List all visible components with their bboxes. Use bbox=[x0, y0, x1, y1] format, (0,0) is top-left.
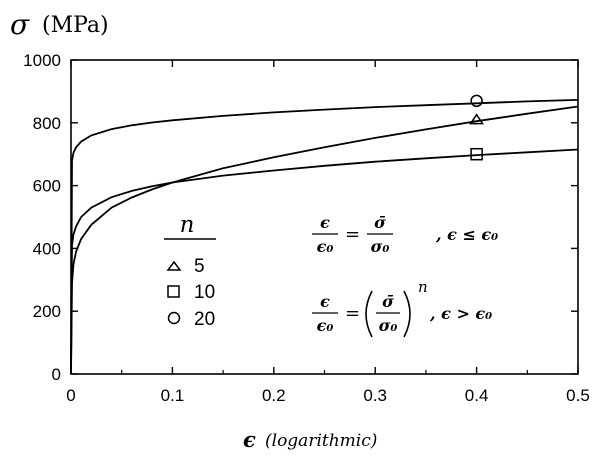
eq1-rhs-denominator: σ₀ bbox=[371, 237, 390, 256]
y-axis-unit: (MPa) bbox=[42, 13, 109, 38]
eq2-rhs-numerator: σ̄ bbox=[382, 292, 394, 311]
y-tick-label: 200 bbox=[33, 302, 61, 321]
axis-ticks: 0 0.1 0.2 0.3 0.4 0.5 0 200 400 600 800 1000 bbox=[23, 51, 590, 405]
y-axis-symbol: σ bbox=[10, 8, 30, 41]
legend-label-10: 10 bbox=[194, 282, 215, 303]
x-tick-label: 0 bbox=[66, 386, 75, 405]
eq1-equals: = bbox=[345, 224, 360, 245]
y-tick-label: 1000 bbox=[23, 51, 61, 70]
legend-label-20: 20 bbox=[194, 309, 215, 330]
equation-linear: ϵ ϵ₀ = σ̄ σ₀ , ϵ ≤ ϵ₀ bbox=[312, 213, 498, 256]
x-tick-label: 0.3 bbox=[363, 386, 387, 405]
y-tick-label: 800 bbox=[33, 114, 61, 133]
curves bbox=[70, 99, 579, 375]
legend-square-icon bbox=[167, 285, 180, 298]
eq1-numerator: ϵ bbox=[320, 213, 330, 232]
eq2-right-paren bbox=[403, 290, 411, 338]
legend: n 5 10 20 bbox=[164, 212, 216, 330]
curve-square bbox=[70, 148, 579, 375]
y-tick-label: 0 bbox=[52, 365, 61, 384]
x-tick-label: 0.2 bbox=[262, 386, 286, 405]
eq1-denominator: ϵ₀ bbox=[317, 237, 334, 256]
y-tick-label: 600 bbox=[33, 177, 61, 196]
eq2-denominator: ϵ₀ bbox=[317, 316, 334, 335]
x-axis-symbol: ϵ bbox=[243, 427, 256, 452]
x-tick-label: 0.1 bbox=[161, 386, 185, 405]
eq2-rhs-denominator: σ₀ bbox=[379, 316, 398, 335]
circle-marker bbox=[470, 94, 483, 108]
x-axis-note: (logarithmic) bbox=[265, 431, 377, 451]
curve-triangle bbox=[70, 105, 579, 375]
equation-power: ϵ ϵ₀ = σ̄ σ₀ n , ϵ > ϵ₀ bbox=[312, 278, 492, 338]
square-marker bbox=[470, 147, 483, 161]
legend-triangle-icon bbox=[166, 260, 182, 271]
eq2-exponent: n bbox=[418, 278, 428, 296]
eq2-left-paren bbox=[365, 290, 373, 338]
eq1-rhs-numerator: σ̄ bbox=[374, 213, 386, 232]
triangle-marker bbox=[469, 113, 485, 125]
eq2-condition: , ϵ > ϵ₀ bbox=[429, 304, 492, 323]
eq2-equals: = bbox=[345, 303, 360, 324]
legend-label-5: 5 bbox=[194, 256, 205, 277]
legend-circle-icon bbox=[167, 311, 181, 325]
eq1-condition: , ϵ ≤ ϵ₀ bbox=[435, 225, 498, 244]
x-tick-label: 0.5 bbox=[566, 386, 590, 405]
y-tick-label: 400 bbox=[33, 239, 61, 258]
eq2-numerator: ϵ bbox=[320, 292, 330, 311]
legend-title: n bbox=[180, 212, 195, 238]
x-tick-label: 0.4 bbox=[465, 386, 489, 405]
curve-markers bbox=[469, 94, 485, 161]
curve-circle bbox=[70, 99, 579, 375]
